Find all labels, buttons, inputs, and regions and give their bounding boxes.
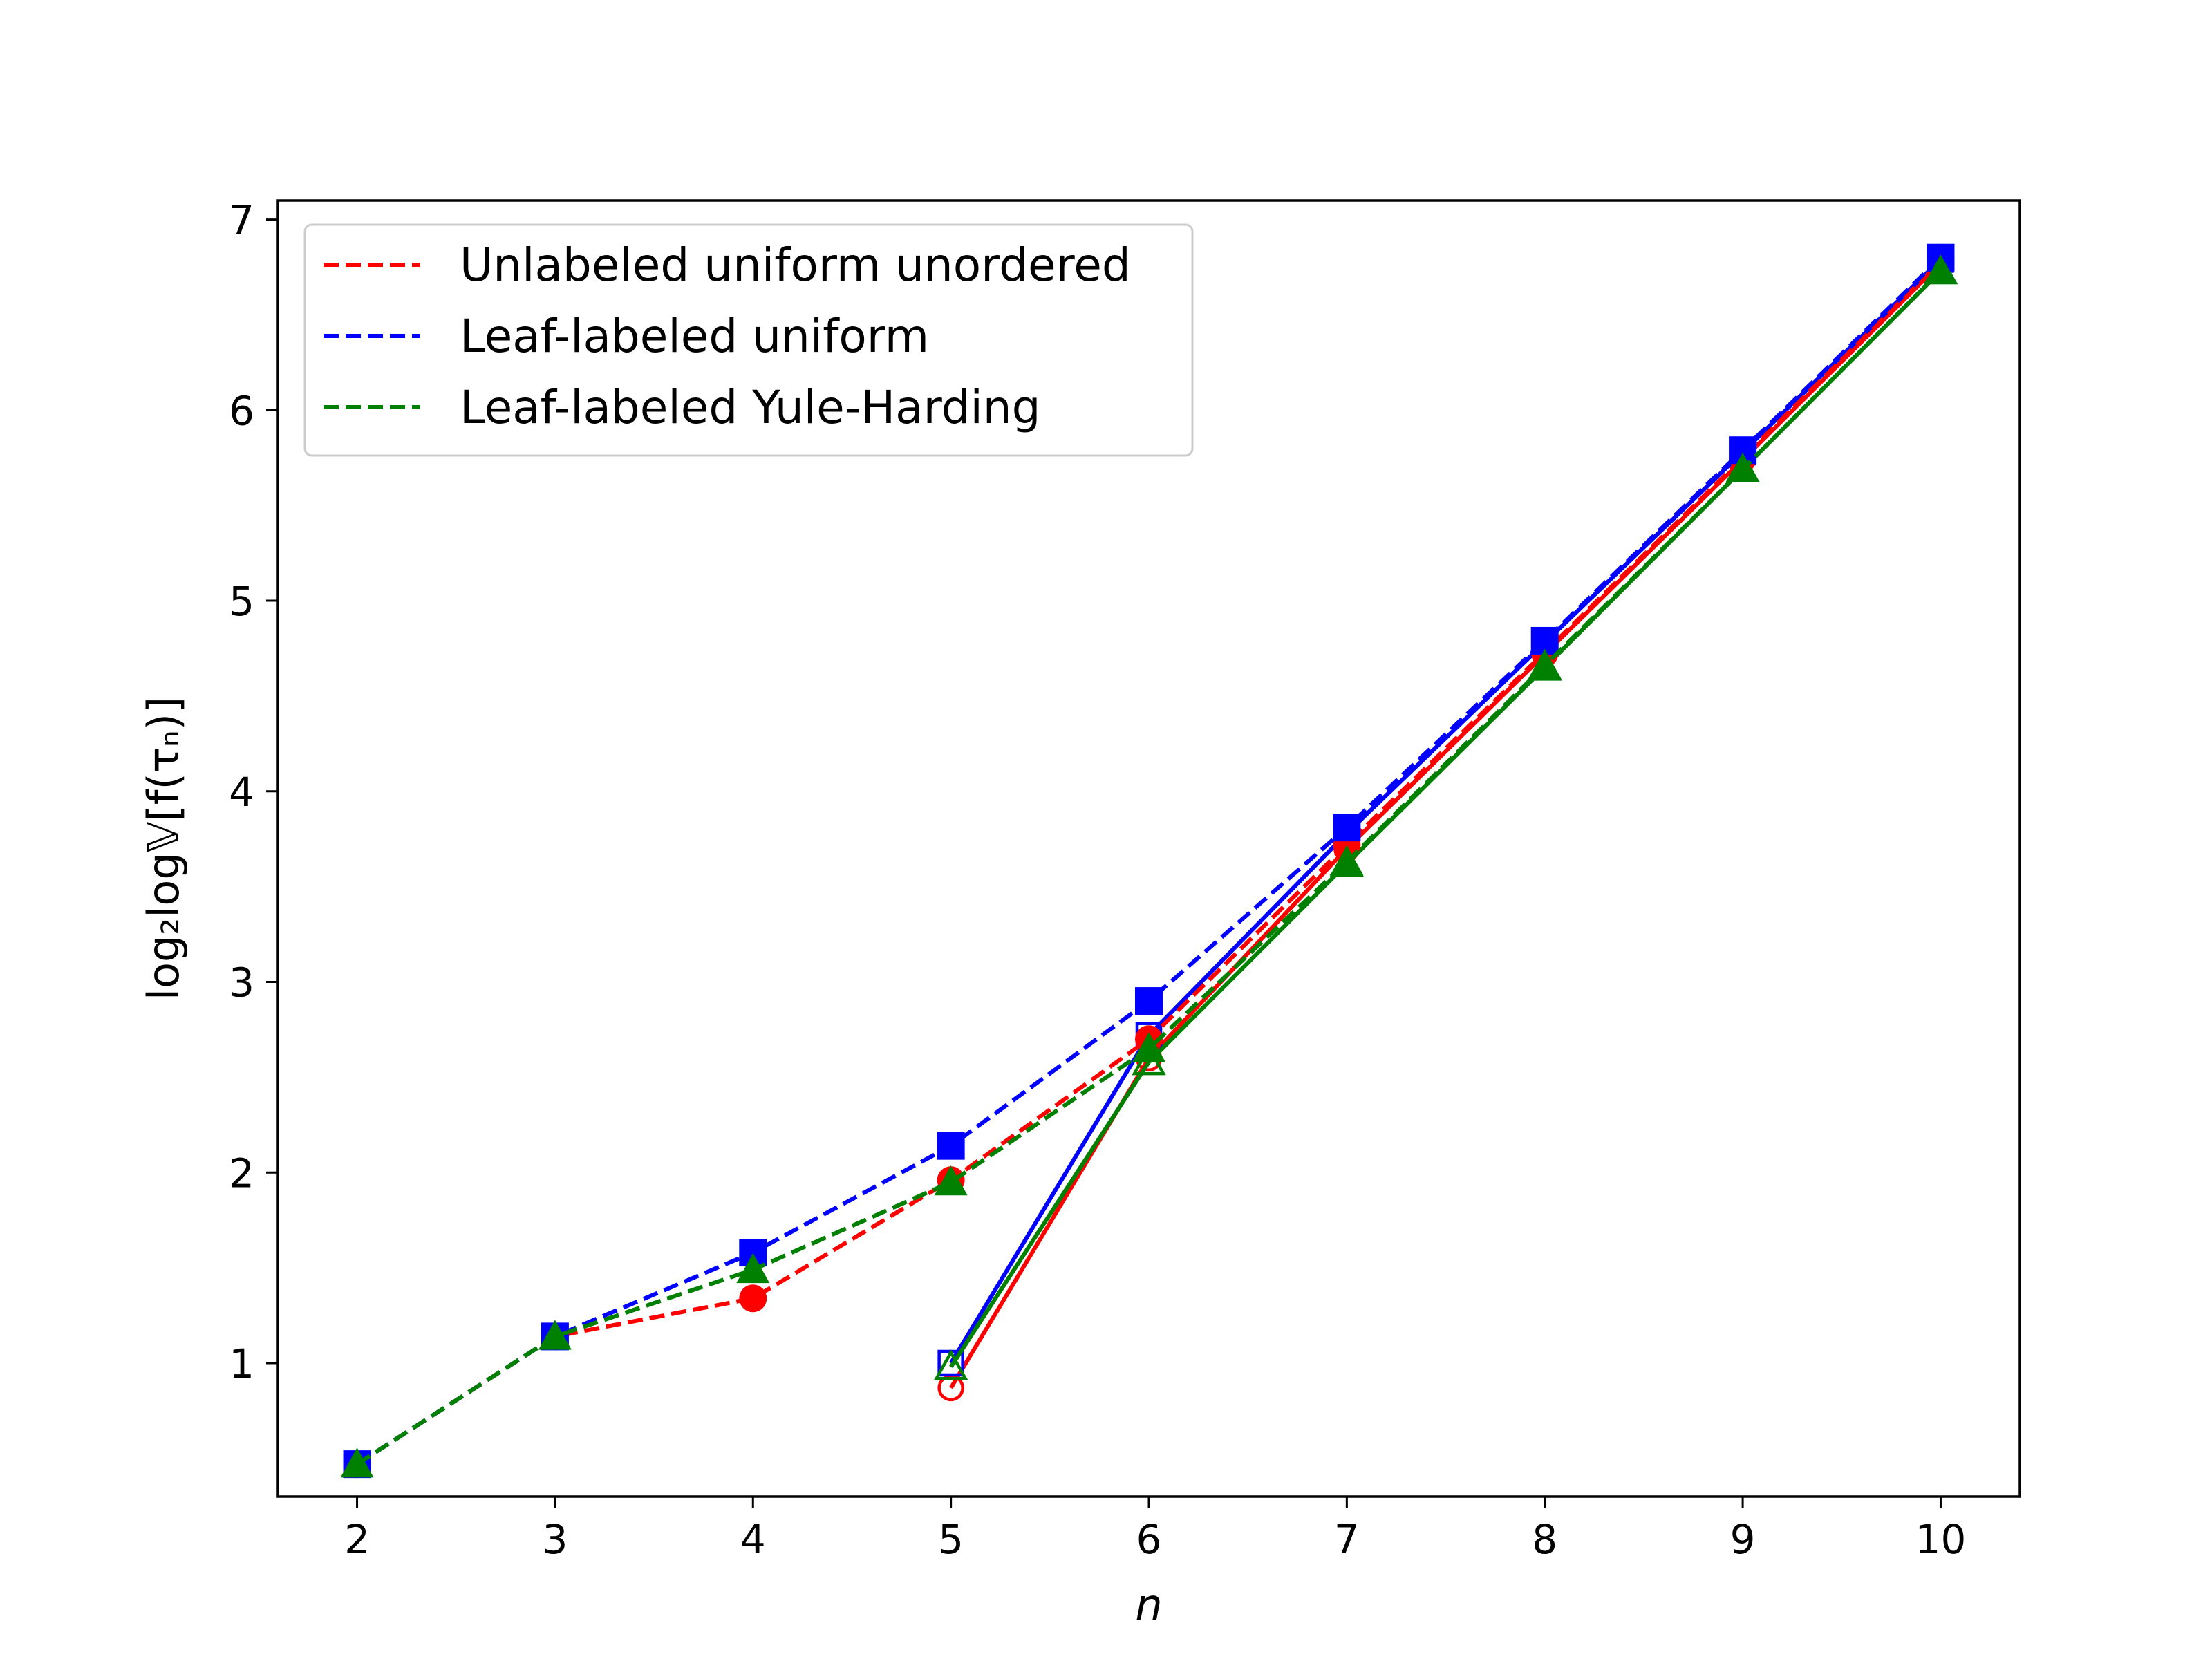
series-5-point-0 bbox=[933, 1349, 968, 1380]
legend: Unlabeled uniform unordered Leaf-labeled … bbox=[303, 223, 1194, 457]
series-2-point-6 bbox=[1528, 648, 1562, 679]
x-tick-label-8: 8 bbox=[1532, 1516, 1557, 1563]
series-2 bbox=[340, 254, 1958, 1478]
series-2-point-3 bbox=[934, 1165, 968, 1196]
x-tick-label-4: 4 bbox=[740, 1516, 766, 1563]
series-1-point-5 bbox=[1333, 814, 1361, 842]
y-axis-label: log₂log𝕍[f(τₙ)] bbox=[138, 697, 189, 1000]
axes-frame bbox=[276, 199, 2021, 1498]
series-2-point-4 bbox=[1132, 1032, 1165, 1062]
series-1-point-3 bbox=[937, 1132, 965, 1160]
x-axis-label: n bbox=[1135, 1580, 1162, 1630]
x-tick-label-3: 3 bbox=[542, 1516, 568, 1563]
legend-label-0: Unlabeled uniform unordered bbox=[460, 238, 1131, 292]
y-tick-label-5: 5 bbox=[229, 578, 254, 625]
y-tick-label-3: 3 bbox=[229, 959, 254, 1006]
y-tick-label-7: 7 bbox=[229, 197, 254, 244]
x-tick-label-6: 6 bbox=[1136, 1516, 1162, 1563]
series-2-point-1 bbox=[538, 1320, 572, 1350]
ticks-layer: 2 3 4 5 6 7 8 9 10 1 2 3 4 5 6 7 bbox=[229, 197, 1966, 1563]
legend-box bbox=[303, 223, 1194, 457]
series-layer bbox=[340, 243, 1958, 1479]
legend-label-1: Leaf-labeled uniform bbox=[460, 310, 929, 363]
x-tick-label-10: 10 bbox=[1915, 1516, 1967, 1563]
x-tick-label-9: 9 bbox=[1730, 1516, 1756, 1563]
series-2-point-7 bbox=[1726, 452, 1760, 482]
y-tick-label-6: 6 bbox=[229, 387, 254, 434]
series-2-point-2 bbox=[736, 1253, 770, 1284]
legend-label-2: Leaf-labeled Yule-Harding bbox=[460, 381, 1041, 434]
series-1-point-4 bbox=[1135, 987, 1163, 1015]
series-2-point-8 bbox=[1924, 254, 1958, 285]
series-2-point-5 bbox=[1330, 845, 1364, 876]
y-tick-label-4: 4 bbox=[229, 769, 254, 816]
x-tick-label-7: 7 bbox=[1334, 1516, 1360, 1563]
y-tick-label-1: 1 bbox=[229, 1340, 254, 1387]
y-tick-label-2: 2 bbox=[229, 1150, 254, 1197]
x-tick-label-2: 2 bbox=[344, 1516, 370, 1563]
x-tick-label-5: 5 bbox=[938, 1516, 964, 1563]
series-2-point-0 bbox=[340, 1447, 374, 1478]
series-0-point-2 bbox=[739, 1284, 767, 1313]
